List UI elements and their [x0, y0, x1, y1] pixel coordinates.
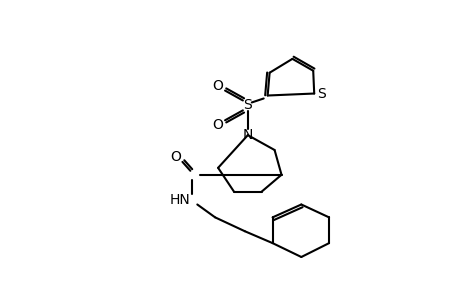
- Text: S: S: [243, 98, 252, 112]
- Text: S: S: [316, 86, 325, 100]
- Text: O: O: [212, 79, 223, 93]
- Text: N: N: [242, 128, 252, 142]
- Text: O: O: [170, 150, 180, 164]
- Text: O: O: [212, 118, 223, 132]
- Text: HN: HN: [169, 193, 190, 206]
